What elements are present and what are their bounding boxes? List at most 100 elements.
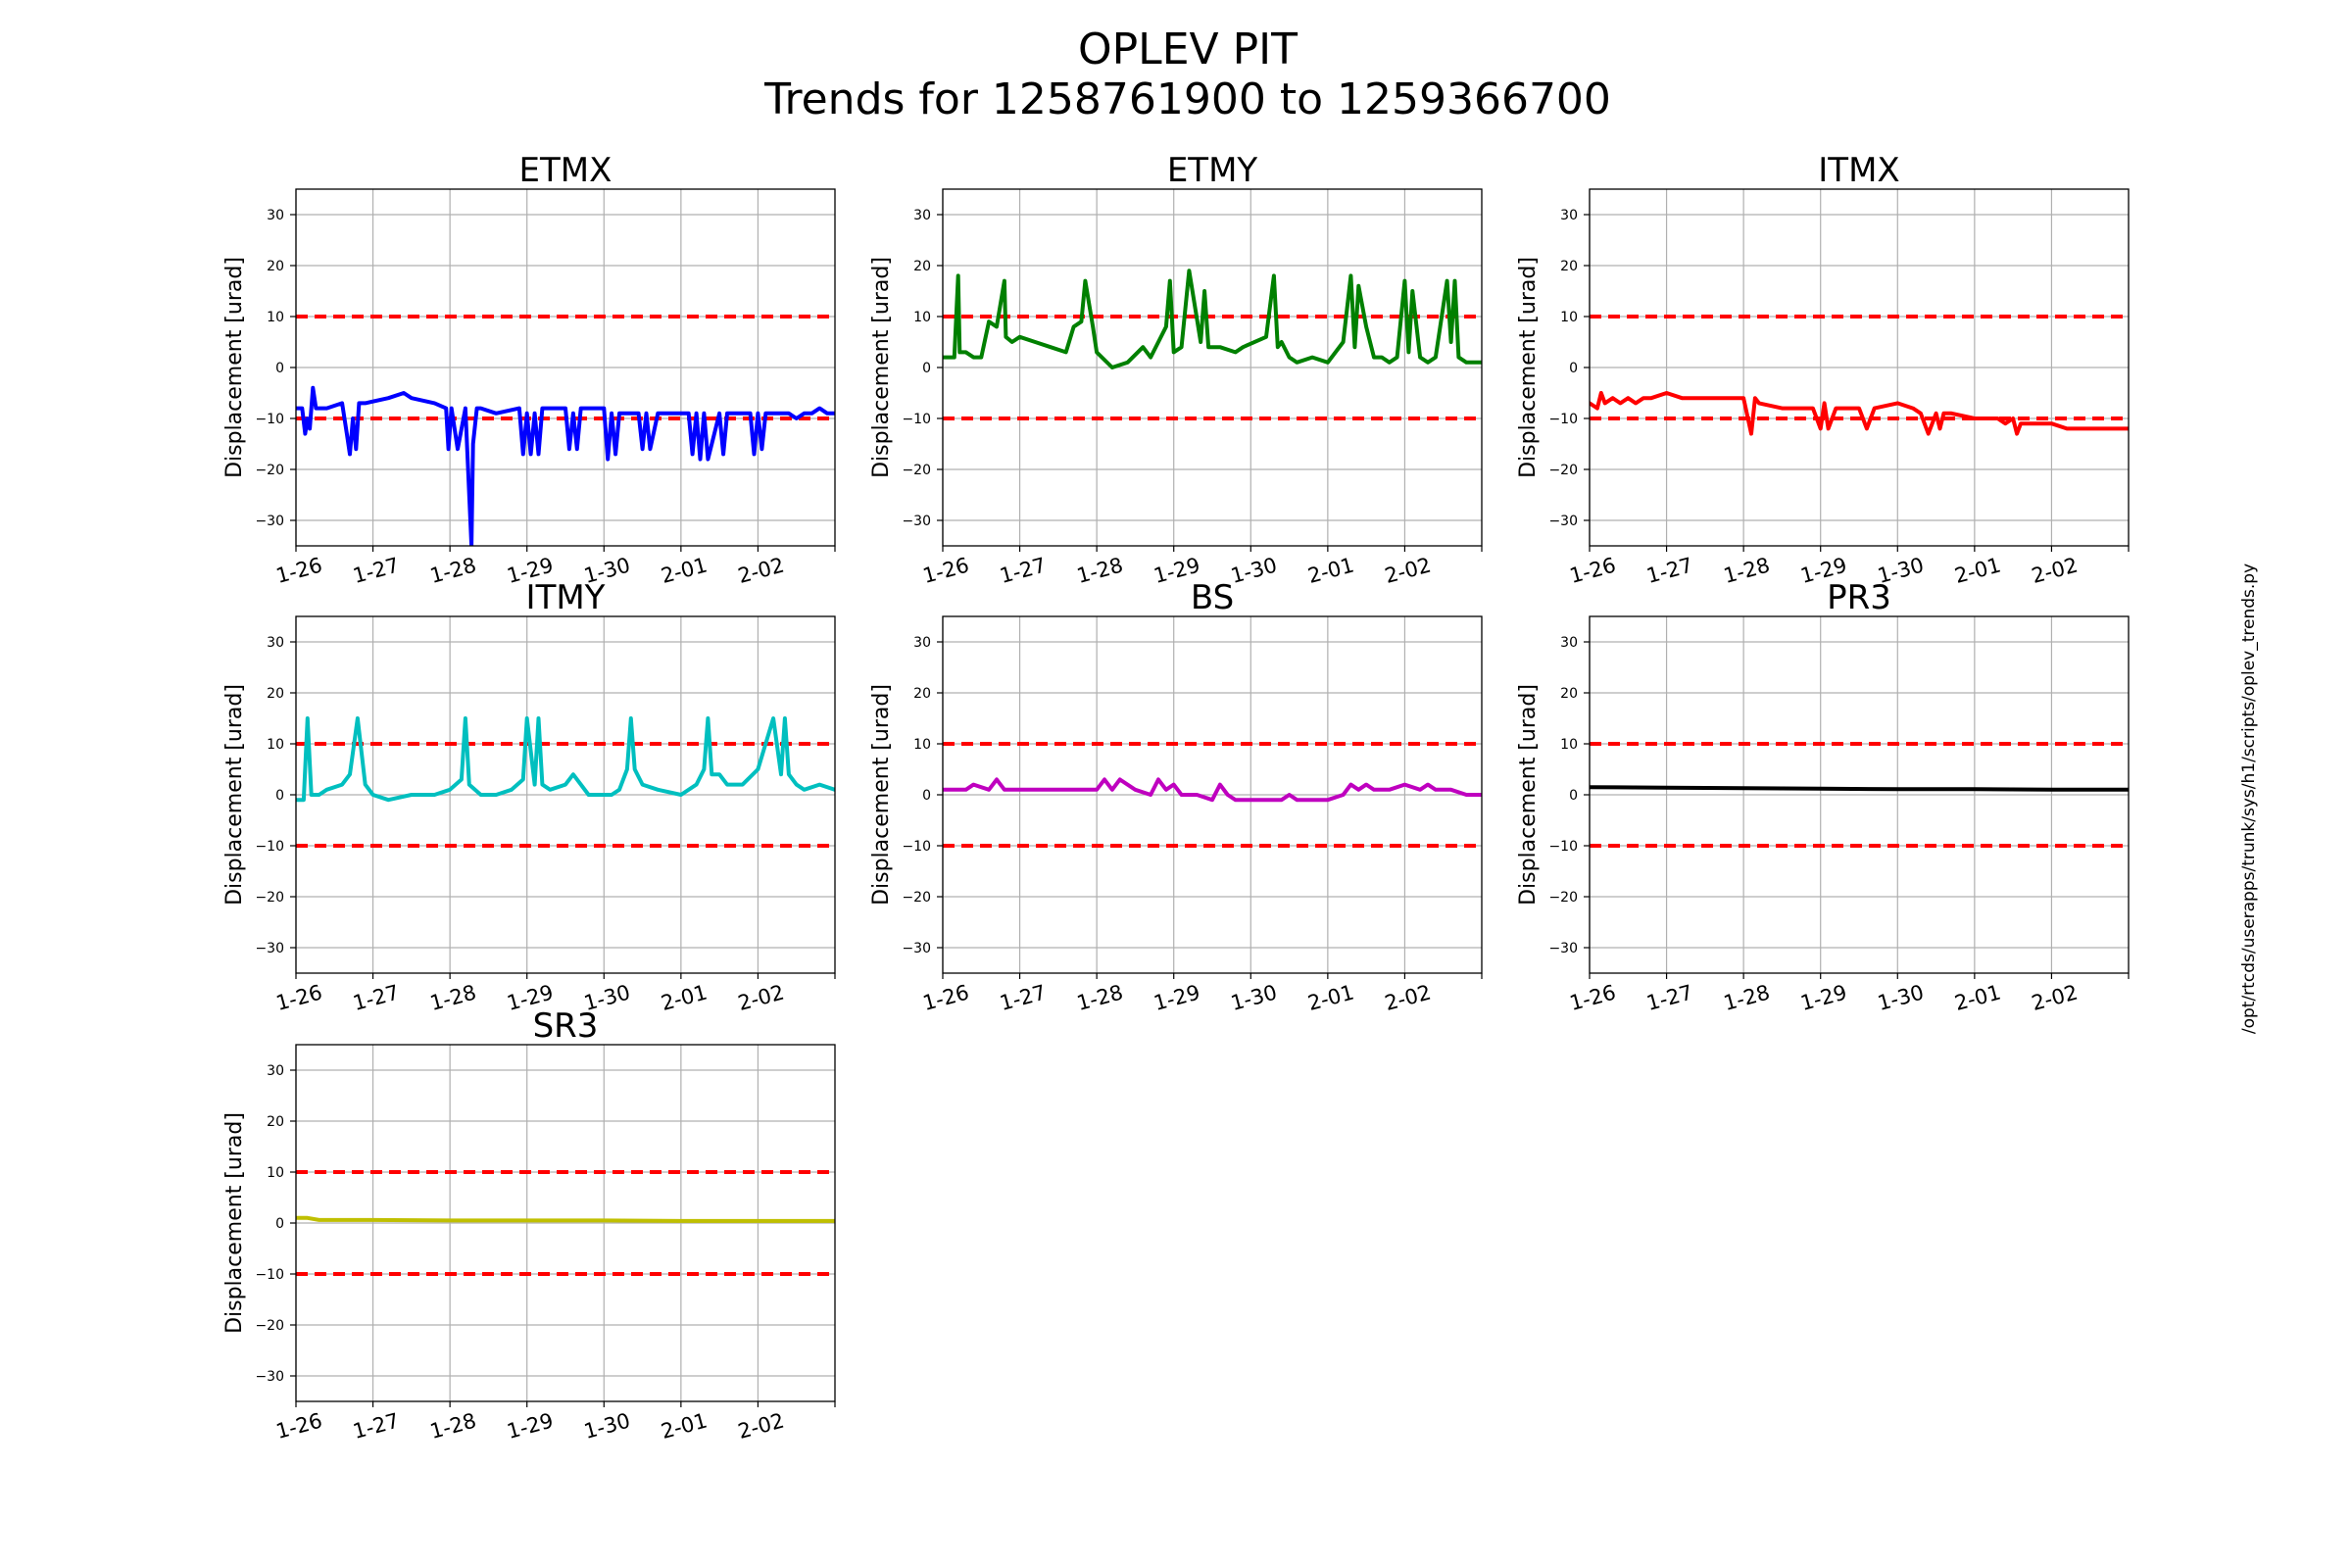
y-tick-label: 20: [267, 1114, 284, 1130]
subplot-pr3: −30 −20 −10 0 10 20 30 1-26 1-27 1-28 1-29 1-30 2-01…: [1516, 578, 2130, 1015]
subplot-bs: −30 −20 −10 0 10 20 30 1-26 1-27 1-28 1-29 1-30 2-01…: [869, 578, 1483, 1015]
series-line-itmx: [1590, 391, 2129, 436]
x-tick-label: 2-02: [735, 1408, 786, 1444]
series-line-etmy: [943, 269, 1482, 369]
x-tick-label: 1-29: [505, 1408, 556, 1444]
y-axis-label: Displacement [urad]: [222, 1112, 247, 1334]
x-tick-label: 1-30: [1228, 980, 1279, 1015]
x-tick-label: 1-30: [1228, 553, 1279, 588]
y-tick-label: −30: [902, 514, 931, 529]
y-tick-label: −20: [1548, 463, 1578, 478]
x-tick-label: 1-26: [920, 553, 971, 588]
y-axis-label: Displacement [urad]: [869, 684, 894, 906]
subplot-title: ETMX: [519, 151, 612, 190]
x-tick-label: 1-28: [427, 980, 478, 1015]
y-axis-label: Displacement [urad]: [1516, 257, 1541, 478]
subplot-title: ITMY: [526, 578, 606, 617]
x-tick-label: 1-30: [1875, 980, 1926, 1015]
x-tick-label: 1-28: [427, 1408, 478, 1444]
y-tick-label: −20: [902, 890, 931, 906]
subplot-grid: −30 −20 −10 0 10 20 30 1-26 1-27 1-28 1-29 1-30 2-01…: [222, 151, 2130, 1444]
x-tick-label: 1-29: [1798, 980, 1849, 1015]
x-tick-label: 1-26: [1567, 553, 1618, 588]
y-tick-label: 0: [275, 361, 284, 376]
y-tick-label: 10: [1560, 310, 1578, 325]
x-tick-label: 1-26: [273, 1408, 324, 1444]
x-tick-label: 1-26: [273, 980, 324, 1015]
y-tick-label: 10: [913, 737, 931, 753]
x-tick-label: 1-28: [1721, 553, 1772, 588]
y-tick-label: −20: [255, 463, 284, 478]
y-tick-label: −20: [902, 463, 931, 478]
y-tick-label: 10: [267, 310, 284, 325]
x-tick-label: 2-01: [1305, 980, 1356, 1015]
script-path-label: /opt/rtcds/userapps/trunk/sys/h1/scripts…: [2239, 564, 2259, 1034]
y-tick-label: 30: [913, 208, 931, 223]
x-tick-label: 2-02: [1382, 553, 1433, 588]
x-tick-label: 1-27: [1644, 553, 1695, 588]
subplot-title: ETMY: [1167, 151, 1258, 190]
y-tick-label: 0: [1569, 361, 1578, 376]
x-tick-label: 2-02: [735, 553, 786, 588]
x-tick-label: 1-27: [351, 1408, 402, 1444]
y-tick-label: −30: [1548, 941, 1578, 956]
y-tick-label: 30: [267, 635, 284, 651]
x-tick-label: 1-26: [1567, 980, 1618, 1015]
y-tick-label: −20: [255, 1318, 284, 1334]
y-axis-label: Displacement [urad]: [222, 684, 247, 906]
y-tick-label: 10: [913, 310, 931, 325]
y-tick-label: 20: [1560, 686, 1578, 702]
y-tick-label: −10: [255, 839, 284, 855]
y-tick-label: −10: [255, 1267, 284, 1283]
x-tick-label: 1-27: [998, 553, 1049, 588]
y-tick-label: −30: [1548, 514, 1578, 529]
subplot-sr3: −30 −20 −10 0 10 20 30 1-26 1-27 1-28 1-29 1-30 2-01…: [222, 1006, 836, 1444]
x-tick-label: 1-29: [1152, 980, 1202, 1015]
y-tick-label: 0: [275, 788, 284, 804]
y-tick-label: 20: [1560, 259, 1578, 274]
x-tick-label: 1-28: [1074, 553, 1125, 588]
x-tick-label: 1-27: [351, 980, 402, 1015]
y-tick-label: 20: [267, 259, 284, 274]
x-tick-label: 2-01: [659, 553, 710, 588]
x-tick-label: 1-26: [273, 553, 324, 588]
y-tick-label: 10: [267, 1165, 284, 1181]
figure-title-line2: Trends for 1258761900 to 1259366700: [763, 74, 1611, 124]
y-tick-label: 0: [922, 788, 931, 804]
y-tick-label: 20: [913, 259, 931, 274]
x-tick-label: 1-26: [920, 980, 971, 1015]
x-tick-label: 1-28: [1074, 980, 1125, 1015]
x-tick-label: 2-02: [1382, 980, 1433, 1015]
y-tick-label: −10: [1548, 839, 1578, 855]
y-tick-label: 10: [1560, 737, 1578, 753]
series-line-sr3: [296, 1215, 835, 1223]
subplot-title: BS: [1191, 578, 1234, 617]
x-tick-label: 1-27: [1644, 980, 1695, 1015]
y-tick-label: 0: [922, 361, 931, 376]
y-tick-label: −10: [255, 412, 284, 427]
y-tick-label: 30: [913, 635, 931, 651]
y-tick-label: 20: [913, 686, 931, 702]
x-tick-label: 2-01: [1952, 980, 2003, 1015]
y-tick-label: 30: [267, 208, 284, 223]
x-tick-label: 2-01: [1305, 553, 1356, 588]
y-tick-label: 30: [267, 1063, 284, 1079]
y-tick-label: 0: [1569, 788, 1578, 804]
y-tick-label: 30: [1560, 635, 1578, 651]
series-line-pr3: [1590, 785, 2129, 792]
series-line-itmy: [296, 716, 835, 803]
x-tick-label: 1-28: [427, 553, 478, 588]
y-tick-label: 30: [1560, 208, 1578, 223]
y-axis-label: Displacement [urad]: [222, 257, 247, 478]
y-tick-label: −20: [1548, 890, 1578, 906]
x-tick-label: 2-01: [659, 1408, 710, 1444]
series-line-etmx: [296, 385, 835, 546]
x-tick-label: 2-02: [2029, 980, 2080, 1015]
x-tick-label: 1-30: [581, 1408, 632, 1444]
figure-title-line1: OPLEV PIT: [1078, 24, 1298, 74]
y-tick-label: −20: [255, 890, 284, 906]
